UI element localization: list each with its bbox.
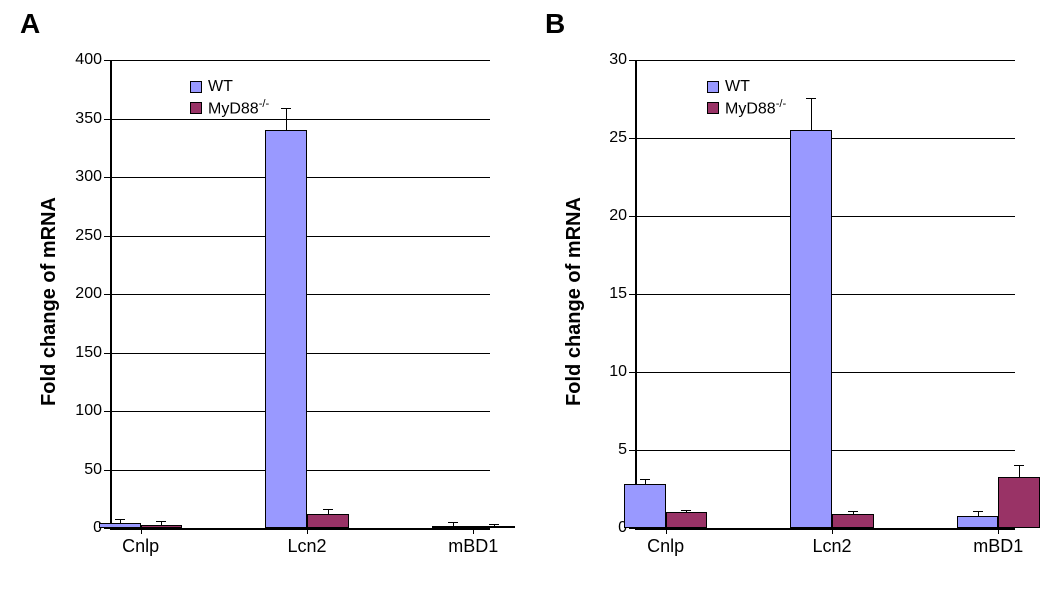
gridline xyxy=(637,60,1015,61)
panel-b: B Fold change of mRNA 051015202530CnlpLc… xyxy=(525,0,1050,607)
panel-a-label: A xyxy=(20,8,40,40)
bar xyxy=(666,512,708,528)
x-tick xyxy=(141,528,142,534)
y-tick-label: 15 xyxy=(609,285,637,303)
y-tick-label: 300 xyxy=(75,168,112,186)
panel-b-label: B xyxy=(545,8,565,40)
legend-swatch xyxy=(190,81,202,93)
error-bar xyxy=(686,511,687,513)
x-tick xyxy=(998,528,999,534)
error-bar xyxy=(453,523,454,525)
y-tick-label: 30 xyxy=(609,51,637,69)
y-tick-label: 50 xyxy=(84,461,112,479)
x-tick xyxy=(473,528,474,534)
legend-item: WT xyxy=(707,78,786,96)
bar xyxy=(957,516,999,528)
legend-item: WT xyxy=(190,78,269,96)
legend-label: WT xyxy=(208,78,233,96)
legend-swatch xyxy=(707,102,719,114)
y-tick-label: 250 xyxy=(75,227,112,245)
panel-a-plot: 050100150200250300350400CnlpLcn2mBD1WTMy… xyxy=(110,60,490,530)
error-bar xyxy=(1019,466,1020,477)
error-cap xyxy=(1014,465,1024,466)
gridline xyxy=(112,60,490,61)
legend-swatch xyxy=(190,102,202,114)
panel-a-y-title: Fold change of mRNA xyxy=(38,197,61,406)
x-tick xyxy=(832,528,833,534)
bar xyxy=(832,514,874,528)
error-cap xyxy=(323,509,333,510)
bar xyxy=(790,130,832,528)
panel-b-plot: 051015202530CnlpLcn2mBD1WTMyD88-/- xyxy=(635,60,1015,530)
y-tick-label: 400 xyxy=(75,51,112,69)
x-tick xyxy=(666,528,667,534)
legend-label: MyD88-/- xyxy=(208,98,269,118)
bar xyxy=(998,477,1040,528)
bar xyxy=(624,484,666,528)
legend: WT MyD88-/- xyxy=(707,78,786,120)
error-cap xyxy=(973,511,983,512)
legend-label: MyD88-/- xyxy=(725,98,786,118)
panel-a: A Fold change of mRNA 050100150200250300… xyxy=(0,0,525,607)
bar xyxy=(307,514,349,528)
legend-swatch xyxy=(707,81,719,93)
y-tick-label: 5 xyxy=(618,441,637,459)
error-cap xyxy=(681,510,691,511)
bar xyxy=(265,130,307,528)
error-cap xyxy=(448,522,458,523)
panel-b-y-title: Fold change of mRNA xyxy=(563,197,586,406)
error-cap xyxy=(489,524,499,525)
y-tick-label: 200 xyxy=(75,285,112,303)
error-cap xyxy=(281,108,291,109)
gridline xyxy=(112,119,490,120)
y-tick-label: 150 xyxy=(75,344,112,362)
error-bar xyxy=(645,480,646,485)
legend: WT MyD88-/- xyxy=(190,78,269,120)
error-bar xyxy=(853,512,854,514)
error-bar xyxy=(286,109,287,130)
error-cap xyxy=(806,98,816,99)
error-cap xyxy=(848,511,858,512)
figure: A Fold change of mRNA 050100150200250300… xyxy=(0,0,1050,607)
error-cap xyxy=(640,479,650,480)
error-cap xyxy=(115,519,125,520)
legend-item: MyD88-/- xyxy=(707,98,786,118)
error-bar xyxy=(120,520,121,524)
legend-label: WT xyxy=(725,78,750,96)
error-bar xyxy=(494,525,495,526)
y-tick-label: 350 xyxy=(75,110,112,128)
y-tick-label: 25 xyxy=(609,129,637,147)
x-tick xyxy=(307,528,308,534)
error-bar xyxy=(161,522,162,524)
legend-item: MyD88-/- xyxy=(190,98,269,118)
y-tick-label: 10 xyxy=(609,363,637,381)
y-tick-label: 20 xyxy=(609,207,637,225)
y-tick-label: 100 xyxy=(75,402,112,420)
error-cap xyxy=(156,521,166,522)
error-bar xyxy=(328,510,329,514)
error-bar xyxy=(811,99,812,130)
error-bar xyxy=(978,512,979,515)
y-tick-label: 0 xyxy=(93,519,112,537)
